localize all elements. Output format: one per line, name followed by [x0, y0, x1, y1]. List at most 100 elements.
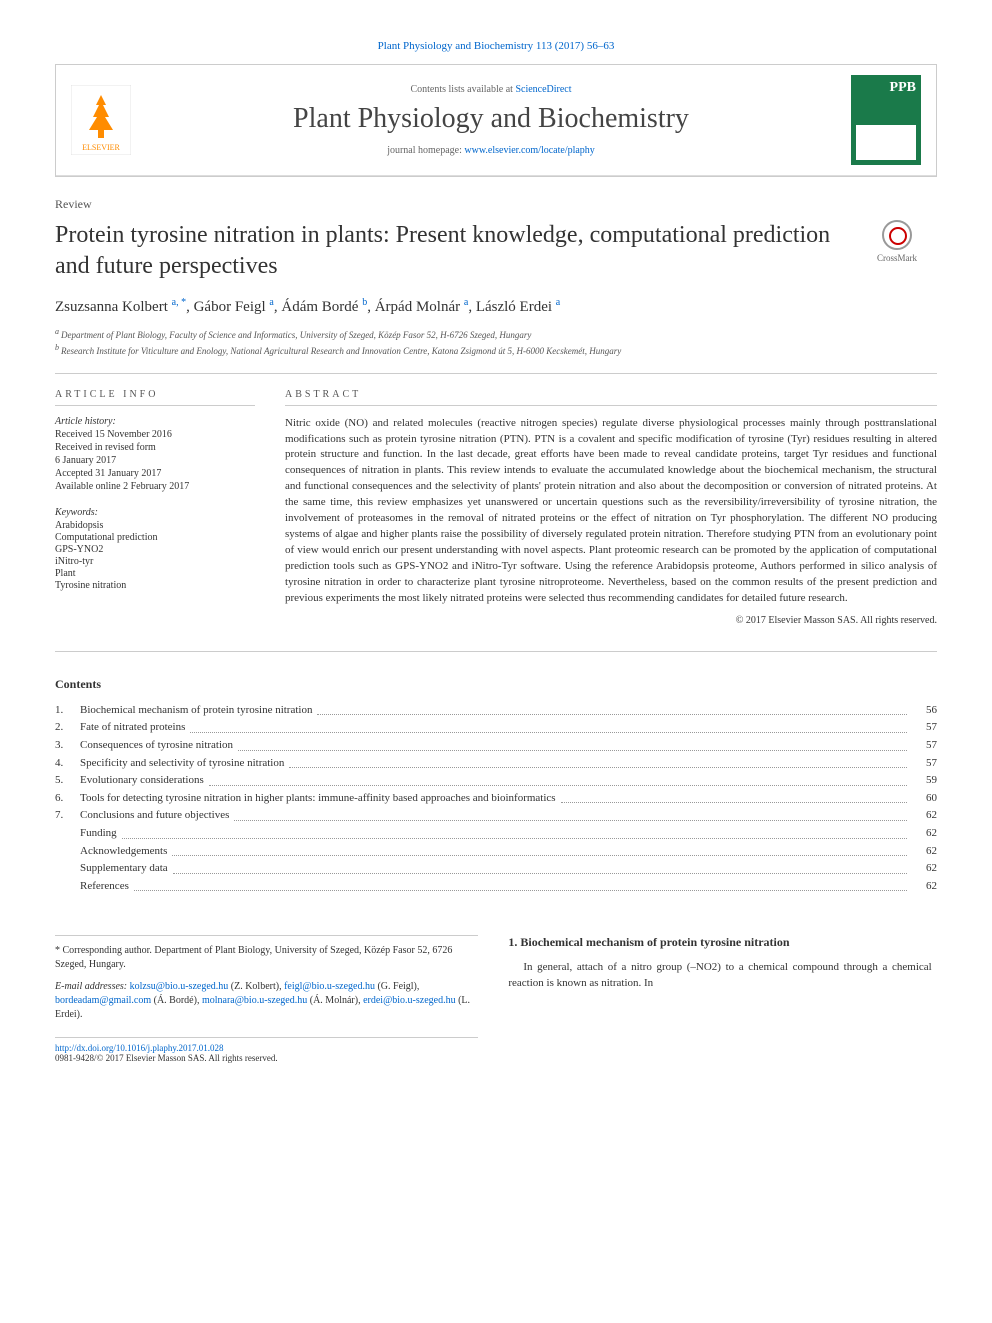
crossmark-icon	[882, 220, 912, 250]
toc-page: 62	[912, 825, 937, 843]
toc-dots	[209, 772, 907, 786]
journal-header-box: ELSEVIER Contents lists available at Sci…	[55, 64, 937, 177]
contents-available-line: Contents lists available at ScienceDirec…	[146, 84, 836, 95]
toc-page: 57	[912, 719, 937, 737]
article-title: Protein tyrosine nitration in plants: Pr…	[55, 220, 857, 282]
toc-item[interactable]: 6.Tools for detecting tyrosine nitration…	[55, 790, 937, 808]
author-affiliation-sup: a	[556, 297, 560, 308]
author-affiliation-sup: a	[464, 297, 468, 308]
toc-sub-item[interactable]: Acknowledgements62	[55, 843, 937, 861]
toc-sub-item[interactable]: Funding 62	[55, 825, 937, 843]
homepage-prefix: journal homepage:	[387, 145, 464, 156]
email-addresses: E-mail addresses: kolzsu@bio.u-szeged.hu…	[55, 980, 478, 1022]
homepage-link[interactable]: www.elsevier.com/locate/plaphy	[464, 145, 594, 156]
affiliations-list: a Department of Plant Biology, Faculty o…	[55, 326, 937, 357]
history-item: Received in revised form	[55, 442, 255, 453]
abstract-text: Nitric oxide (NO) and related molecules …	[285, 416, 937, 607]
author-affiliation-sup: a, *	[172, 297, 186, 308]
toc-page: 62	[912, 878, 937, 896]
section1-heading: 1. Biochemical mechanism of protein tyro…	[508, 935, 931, 950]
table-of-contents: Contents 1.Biochemical mechanism of prot…	[55, 677, 937, 896]
toc-dots	[134, 878, 907, 892]
toc-dots	[172, 843, 907, 857]
email-link[interactable]: bordeadam@gmail.com	[55, 995, 151, 1006]
author: László Erdei a	[476, 299, 560, 315]
toc-number: 3.	[55, 737, 80, 755]
author-affiliation-sup: a	[269, 297, 273, 308]
email-link[interactable]: molnara@bio.u-szeged.hu	[202, 995, 307, 1006]
history-label: Article history:	[55, 416, 255, 427]
journal-name: Plant Physiology and Biochemistry	[146, 103, 836, 135]
keywords-label: Keywords:	[55, 507, 255, 518]
email-label: E-mail addresses:	[55, 981, 127, 992]
sciencedirect-link[interactable]: ScienceDirect	[515, 84, 571, 95]
email-link[interactable]: erdei@bio.u-szeged.hu	[363, 995, 456, 1006]
toc-page: 57	[912, 755, 937, 773]
corresponding-author: * Corresponding author. Department of Pl…	[55, 944, 478, 972]
toc-number: 6.	[55, 790, 80, 808]
elsevier-logo: ELSEVIER	[71, 85, 131, 155]
email-link[interactable]: feigl@bio.u-szeged.hu	[284, 981, 375, 992]
toc-item[interactable]: 1.Biochemical mechanism of protein tyros…	[55, 702, 937, 720]
toc-page: 57	[912, 737, 937, 755]
toc-dots	[234, 807, 907, 821]
toc-title: Funding	[80, 825, 117, 843]
history-item: Available online 2 February 2017	[55, 481, 255, 492]
doi-section: http://dx.doi.org/10.1016/j.plaphy.2017.…	[55, 1037, 478, 1063]
author: Gábor Feigl a	[194, 299, 274, 315]
toc-title: Biochemical mechanism of protein tyrosin…	[80, 702, 312, 720]
contents-heading: Contents	[55, 677, 937, 692]
toc-sub-item[interactable]: References62	[55, 878, 937, 896]
toc-dots	[122, 825, 907, 839]
keyword: Arabidopsis	[55, 520, 255, 531]
journal-cover-thumbnail: PPB	[851, 75, 921, 165]
author: Ádám Bordé b	[281, 299, 367, 315]
issn-copyright: 0981-9428/© 2017 Elsevier Masson SAS. Al…	[55, 1053, 278, 1063]
toc-page: 62	[912, 860, 937, 878]
abstract-copyright: © 2017 Elsevier Masson SAS. All rights r…	[285, 615, 937, 626]
footer-right-column: 1. Biochemical mechanism of protein tyro…	[508, 935, 931, 1063]
crossmark-badge[interactable]: CrossMark	[857, 220, 937, 263]
toc-item[interactable]: 7.Conclusions and future objectives 62	[55, 807, 937, 825]
citation-header: Plant Physiology and Biochemistry 113 (2…	[55, 40, 937, 52]
article-info-heading: ARTICLE INFO	[55, 389, 255, 406]
toc-dots	[317, 702, 907, 716]
toc-item[interactable]: 3.Consequences of tyrosine nitration57	[55, 737, 937, 755]
email-link[interactable]: kolzsu@bio.u-szeged.hu	[130, 981, 229, 992]
toc-dots	[190, 719, 907, 733]
affiliation: a Department of Plant Biology, Faculty o…	[55, 326, 937, 342]
history-item: Received 15 November 2016	[55, 429, 255, 440]
toc-number: 1.	[55, 702, 80, 720]
keyword: Plant	[55, 568, 255, 579]
abstract-section: ABSTRACT Nitric oxide (NO) and related m…	[285, 389, 937, 626]
toc-dots	[289, 755, 907, 769]
toc-number: 7.	[55, 807, 80, 825]
toc-sub-item[interactable]: Supplementary data 62	[55, 860, 937, 878]
keyword: iNitro-tyr	[55, 556, 255, 567]
footer-left-column: * Corresponding author. Department of Pl…	[55, 935, 478, 1063]
section1-text: In general, attach of a nitro group (–NO…	[508, 960, 931, 992]
toc-number: 2.	[55, 719, 80, 737]
svg-text:ELSEVIER: ELSEVIER	[82, 143, 120, 152]
toc-title: Conclusions and future objectives	[80, 807, 229, 825]
toc-title: Supplementary data	[80, 860, 168, 878]
toc-page: 62	[912, 807, 937, 825]
article-info-sidebar: ARTICLE INFO Article history: Received 1…	[55, 389, 255, 626]
toc-item[interactable]: 2.Fate of nitrated proteins57	[55, 719, 937, 737]
toc-page: 60	[912, 790, 937, 808]
history-item: 6 January 2017	[55, 455, 255, 466]
abstract-heading: ABSTRACT	[285, 389, 937, 406]
homepage-line: journal homepage: www.elsevier.com/locat…	[146, 145, 836, 156]
toc-item[interactable]: 4.Specificity and selectivity of tyrosin…	[55, 755, 937, 773]
toc-number: 5.	[55, 772, 80, 790]
toc-item[interactable]: 5.Evolutionary considerations59	[55, 772, 937, 790]
contents-prefix: Contents lists available at	[410, 84, 515, 95]
toc-number: 4.	[55, 755, 80, 773]
doi-link[interactable]: http://dx.doi.org/10.1016/j.plaphy.2017.…	[55, 1043, 224, 1053]
cover-label: PPB	[890, 80, 916, 96]
keyword: GPS-YNO2	[55, 544, 255, 555]
affiliation: b Research Institute for Viticulture and…	[55, 342, 937, 358]
toc-page: 56	[912, 702, 937, 720]
toc-dots	[173, 860, 907, 874]
crossmark-label: CrossMark	[877, 253, 917, 263]
